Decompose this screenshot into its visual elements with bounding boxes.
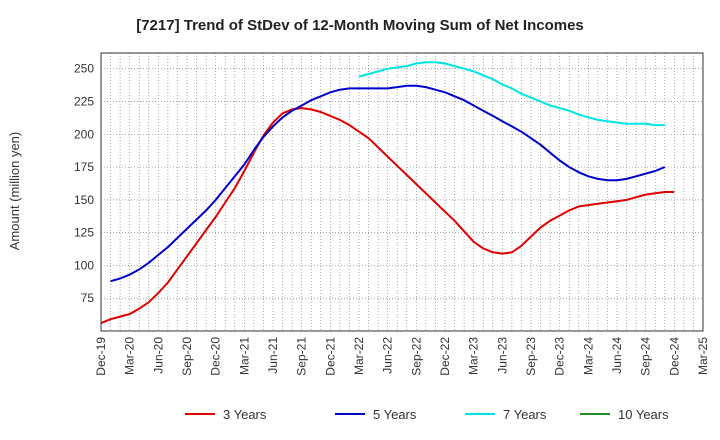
y-tick-label: 175 [74,160,94,174]
y-axis-ticks: 75 100 125 150 175 200 225 250 [74,62,94,305]
y-tick-label: 75 [81,291,95,305]
x-tick-label: Dec-20 [209,337,223,376]
x-tick-label: Sep-20 [180,337,194,376]
legend-label: 10 Years [618,407,669,422]
x-tick-label: Sep-22 [409,337,423,376]
x-tick-label: Mar-22 [352,337,366,375]
x-tick-label: Mar-21 [237,337,251,375]
series-line-5-years [110,84,666,283]
legend: 3 Years 5 Years 7 Years 10 Years [185,407,669,422]
chart-title: [7217] Trend of StDev of 12-Month Moving… [136,17,584,34]
y-axis-label: Amount (million yen) [7,132,22,251]
x-tick-label: Jun-22 [381,337,395,374]
y-tick-label: 125 [74,226,94,240]
y-tick-label: 225 [74,95,94,109]
x-tick-label: Jun-21 [266,337,280,374]
legend-label: 3 Years [223,407,267,422]
series-lines [100,61,675,325]
x-tick-label: Mar-23 [467,337,481,375]
plot-frame [100,52,704,332]
x-tick-label: Mar-20 [123,337,137,375]
x-tick-label: Sep-23 [524,337,538,376]
y-tick-label: 250 [74,62,94,76]
x-tick-label: Dec-19 [94,337,108,376]
series-line-7-years [358,61,665,127]
x-tick-label: Jun-20 [151,337,165,374]
x-tick-label: Sep-21 [295,337,309,376]
x-tick-label: Mar-24 [581,337,595,375]
grid [101,53,703,331]
y-tick-label: 200 [74,127,94,141]
y-tick-label: 100 [74,258,94,272]
legend-label: 5 Years [373,407,417,422]
x-tick-label: Dec-23 [553,337,567,376]
x-tick-label: Jun-24 [610,337,624,374]
x-tick-label: Dec-21 [323,337,337,376]
x-tick-label: Jun-23 [495,337,509,374]
x-tick-label: Dec-22 [438,337,452,376]
y-tick-label: 150 [74,193,94,207]
legend-label: 7 Years [503,407,547,422]
series-line-3-years [100,107,675,325]
x-axis-ticks: Dec-19 Mar-20 Jun-20 Sep-20 Dec-20 Mar-21 Jun-… [94,337,710,376]
x-tick-label: Sep-24 [639,337,653,376]
x-tick-label: Dec-24 [667,337,681,376]
x-tick-label: Mar-25 [696,337,710,375]
